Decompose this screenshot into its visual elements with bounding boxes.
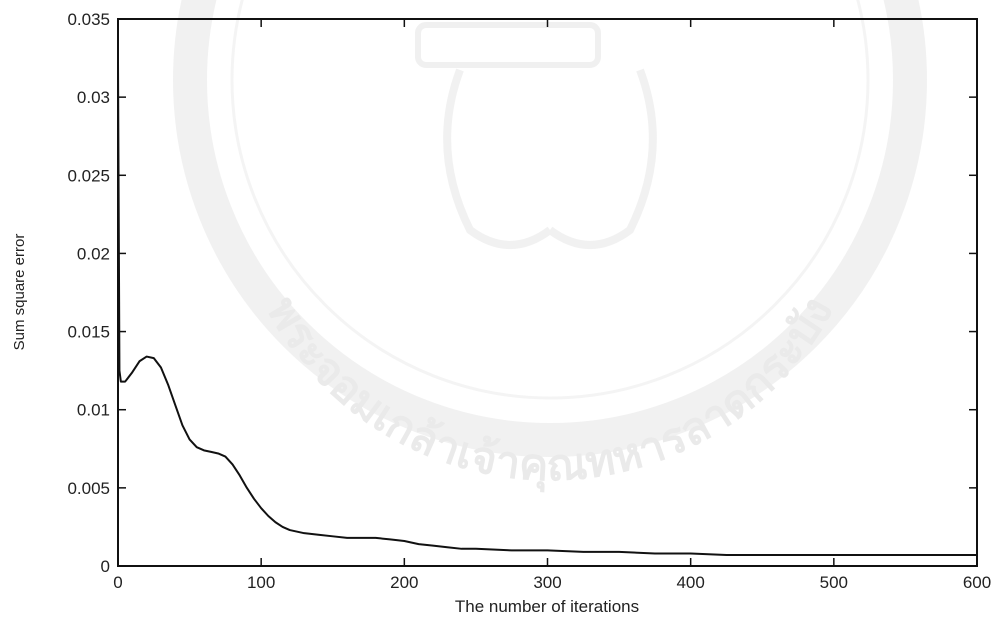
x-axis-label: The number of iterations — [455, 597, 639, 616]
series-line-sum-square-error — [117, 62, 977, 557]
x-tick-label: 300 — [533, 573, 561, 592]
y-tick-label: 0.01 — [77, 401, 110, 420]
y-tick-label: 0.025 — [67, 166, 110, 185]
y-axis: 0 0.005 0.01 0.015 0.02 0.025 0.03 0.035 — [67, 10, 977, 576]
watermark-text: พระจอมเกล้าเจ้าคุณทหารลาดกระบัง — [257, 288, 844, 493]
x-tick-label: 100 — [247, 573, 275, 592]
y-tick-label: 0.035 — [67, 10, 110, 29]
y-axis-label: Sum square error — [11, 234, 28, 351]
x-tick-label: 500 — [820, 573, 848, 592]
y-tick-label: 0 — [101, 557, 110, 576]
watermark-seal: พระจอมเกล้าเจ้าคุณทหารลาดกระบัง — [173, 0, 927, 493]
y-tick-label: 0.005 — [67, 479, 110, 498]
x-tick-label: 0 — [113, 573, 122, 592]
x-axis: 0 100 200 300 400 500 600 — [113, 19, 991, 592]
x-tick-label: 600 — [963, 573, 991, 592]
x-tick-label: 200 — [390, 573, 418, 592]
x-tick-label: 400 — [676, 573, 704, 592]
y-tick-label: 0.03 — [77, 88, 110, 107]
y-tick-label: 0.015 — [67, 323, 110, 342]
y-tick-label: 0.02 — [77, 244, 110, 263]
